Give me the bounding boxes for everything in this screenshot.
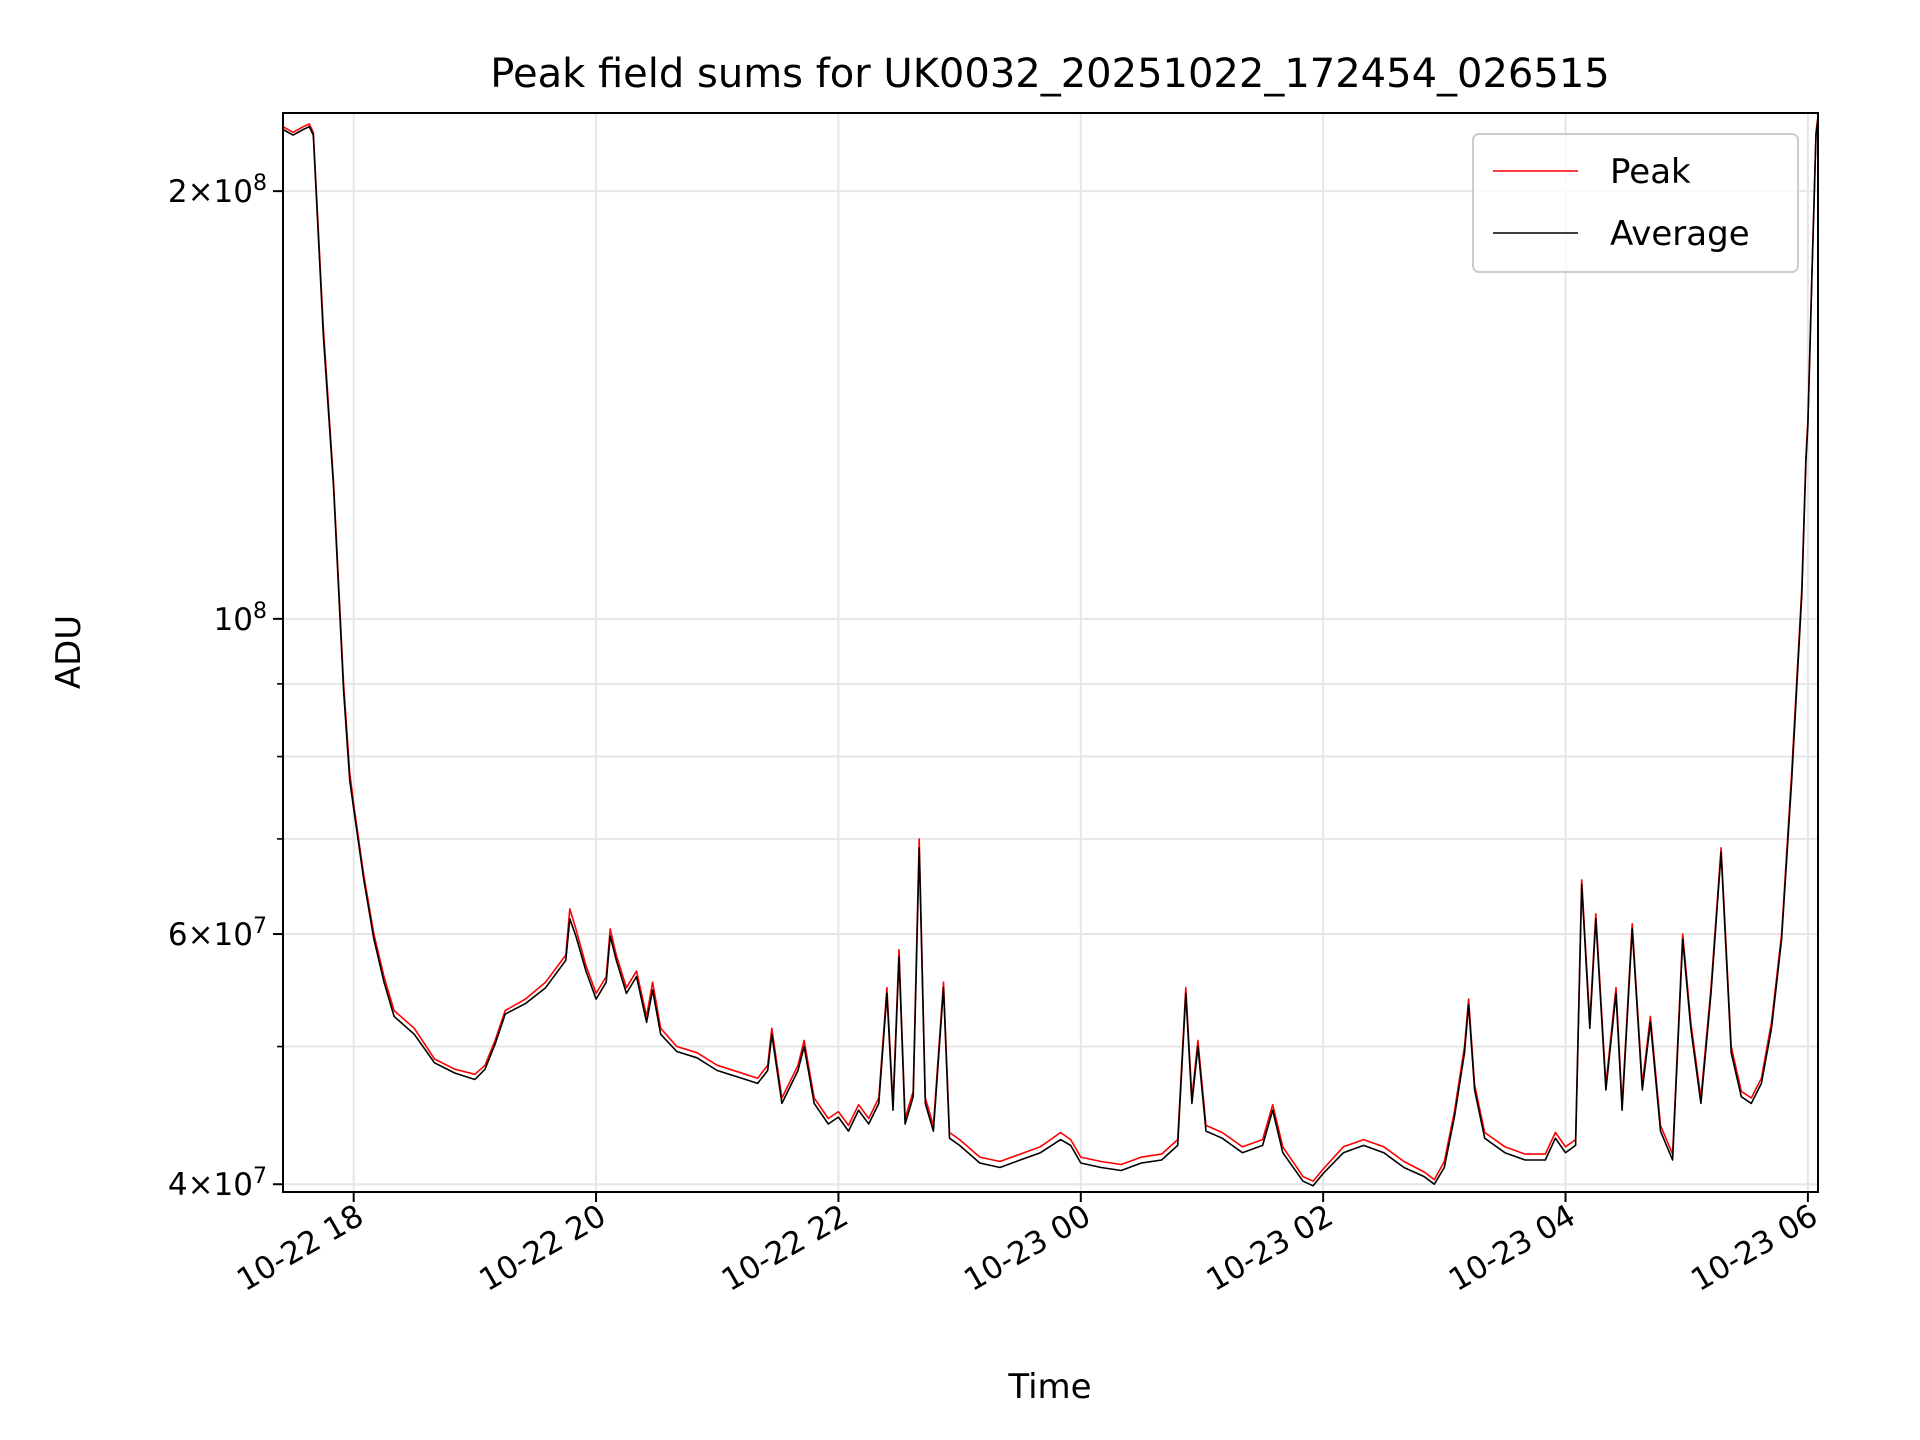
x-axis-label: Time [1007, 1367, 1091, 1407]
legend-label-peak: Peak [1610, 152, 1691, 192]
y-tick-label: 6×107 [168, 914, 267, 954]
y-axis-label: ADU [49, 615, 89, 689]
legend-box [1472, 133, 1799, 273]
series-layer [282, 115, 1819, 1187]
grid [283, 113, 1818, 1192]
y-tick-label: 4×107 [168, 1164, 267, 1204]
y-tick-label: 108 [214, 598, 267, 638]
plot-frame [282, 112, 1819, 1193]
y-axis: 4×107 6×107 108 2×108 [168, 171, 283, 1204]
legend: Peak Average [1472, 133, 1799, 273]
y-tick-label: 2×108 [168, 171, 267, 211]
legend-label-average: Average [1610, 214, 1750, 254]
chart-title: Peak field sums for UK0032_20251022_1724… [490, 51, 1609, 97]
series-line-average [282, 118, 1819, 1187]
